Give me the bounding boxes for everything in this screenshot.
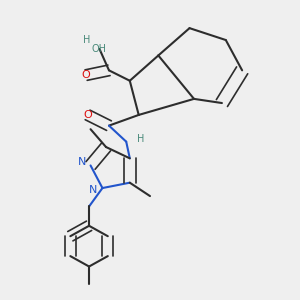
Text: O: O xyxy=(82,70,91,80)
Text: H: H xyxy=(137,134,144,144)
Text: N: N xyxy=(89,185,98,195)
Text: O: O xyxy=(83,110,92,120)
Text: H: H xyxy=(83,35,91,45)
Text: N: N xyxy=(77,158,86,167)
Text: OH: OH xyxy=(92,44,107,54)
